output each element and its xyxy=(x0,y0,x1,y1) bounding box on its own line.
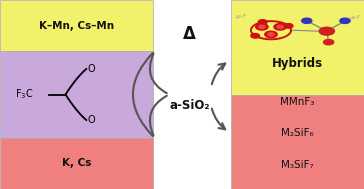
Circle shape xyxy=(302,18,312,23)
Circle shape xyxy=(277,25,283,29)
Bar xyxy=(231,94,364,189)
Text: a-SiO₂: a-SiO₂ xyxy=(169,99,210,112)
Circle shape xyxy=(340,18,350,23)
Text: O: O xyxy=(87,115,95,125)
Text: K, Cs: K, Cs xyxy=(62,159,91,168)
Bar xyxy=(0,0,153,51)
Circle shape xyxy=(258,20,267,24)
Text: M₃SiF₇: M₃SiF₇ xyxy=(281,160,314,170)
Text: K–Mn, Cs–Mn: K–Mn, Cs–Mn xyxy=(39,21,114,30)
Text: μ₃-F: μ₃-F xyxy=(235,14,246,19)
Bar xyxy=(0,138,153,189)
Text: μ₄-F: μ₄-F xyxy=(349,15,360,19)
Circle shape xyxy=(324,40,334,45)
Text: $\mathsf{F_3C}$: $\mathsf{F_3C}$ xyxy=(15,88,33,101)
Text: M₂SiF₆: M₂SiF₆ xyxy=(281,128,314,138)
Circle shape xyxy=(251,33,260,38)
Bar xyxy=(0,51,153,138)
Text: MMnF₃: MMnF₃ xyxy=(280,97,315,107)
Circle shape xyxy=(256,24,268,30)
Circle shape xyxy=(319,27,335,35)
Text: O: O xyxy=(87,64,95,74)
Text: Δ: Δ xyxy=(183,25,196,43)
Circle shape xyxy=(259,25,265,29)
Circle shape xyxy=(274,24,286,30)
Circle shape xyxy=(284,24,293,28)
Bar xyxy=(231,0,364,94)
Text: Hybrids: Hybrids xyxy=(272,57,323,70)
Circle shape xyxy=(268,33,274,36)
Circle shape xyxy=(265,31,277,38)
